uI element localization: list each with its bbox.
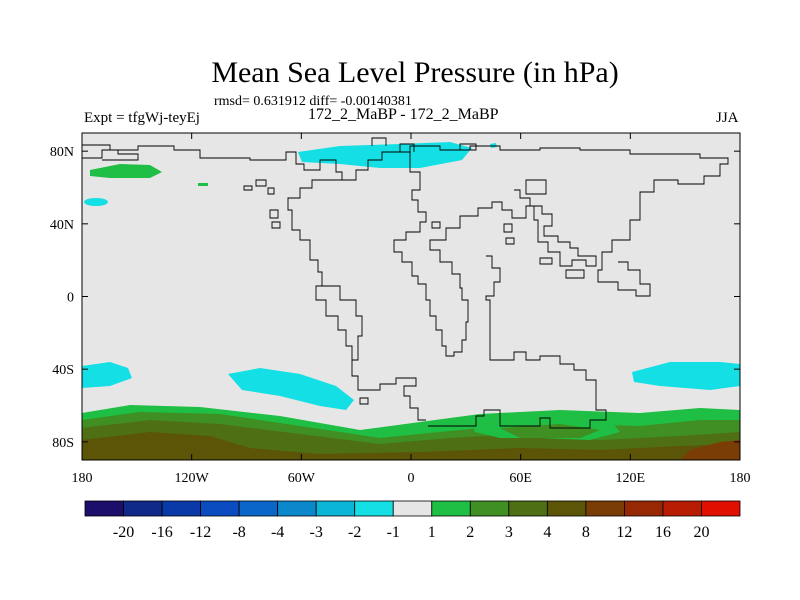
x-tick-label: 0	[408, 471, 415, 486]
colorbar-swatch	[585, 500, 625, 517]
colorbar-label: -3	[310, 524, 323, 541]
colorbar-swatch	[701, 500, 741, 517]
y-tick-label: 0	[67, 291, 74, 306]
colorbar-swatch	[662, 500, 702, 517]
x-tick-label: 180	[730, 471, 751, 486]
high-arctic-islands	[371, 137, 477, 152]
x-tick-label: 120W	[175, 471, 210, 486]
colorbar-swatch	[354, 500, 394, 517]
colorbar-swatch	[392, 500, 433, 517]
colorbar-label: -12	[190, 524, 211, 541]
greenland-coastline	[82, 149, 139, 161]
colorbar-swatch	[431, 500, 471, 517]
southern-pacific-negative	[228, 368, 354, 410]
small-positive-patch	[198, 183, 208, 186]
field-background	[82, 133, 740, 460]
colorbar-swatch	[277, 500, 317, 517]
colorbar-label: 16	[655, 524, 671, 541]
colorbar-label: 20	[693, 524, 709, 541]
southeast-asia-islands	[539, 257, 585, 279]
colorbar-label: -2	[348, 524, 361, 541]
north-pacific-positive	[90, 164, 162, 178]
colorbar-swatch	[546, 500, 587, 517]
colorbar-label: 1	[428, 524, 436, 541]
experiment-label: Expt = tfgWj-teyEj	[84, 110, 200, 126]
eurasia-coastline	[342, 145, 729, 297]
axis-ticks: 180 120W 60W 0 60E 120E 180 80N 40N 0 40S 80S	[50, 133, 751, 486]
colorbar-swatch	[508, 500, 548, 517]
colorbar-swatch	[238, 500, 279, 517]
mediterranean-islands	[431, 221, 515, 245]
colorbar-swatch	[161, 500, 201, 517]
colorbar-label: -4	[271, 524, 284, 541]
colorbar-label: 8	[582, 524, 590, 541]
season-label: JJA	[716, 110, 739, 126]
europe-africa-coastline	[393, 152, 597, 357]
colorbar-label: -16	[151, 524, 172, 541]
arctic-negative-anomaly	[298, 142, 472, 168]
x-tick-label: 120E	[616, 471, 646, 486]
colorbar-label: 3	[505, 524, 513, 541]
colorbar-label: 4	[543, 524, 551, 541]
arabia-coastline	[428, 255, 607, 429]
colorbar-label: 12	[616, 524, 632, 541]
colorbar-swatch	[624, 500, 664, 517]
difference-label: 172_2_MaBP - 172_2_MaBP	[308, 106, 499, 123]
north-pacific-negative	[84, 198, 108, 206]
north-pacific-islands	[243, 179, 281, 229]
south-america-east	[315, 285, 353, 360]
colorbar-swatch	[315, 500, 356, 517]
map-field	[82, 133, 740, 460]
x-tick-label: 180	[72, 471, 93, 486]
southern-band-8	[82, 432, 740, 460]
y-tick-label: 40S	[52, 363, 74, 378]
x-tick-label: 60E	[509, 471, 532, 486]
colorbar-swatch	[123, 500, 163, 517]
stats-text: rmsd= 0.631912 diff= -0.00140381	[214, 94, 412, 109]
colorbar-swatch	[84, 500, 124, 517]
americas-coastline	[82, 144, 426, 421]
x-tick-label: 60W	[288, 471, 316, 486]
asia-interior-lake	[525, 179, 547, 195]
colorbar-swatch	[469, 500, 510, 517]
colorbar-label: -1	[387, 524, 400, 541]
chart-title: Mean Sea Level Pressure (in hPa)	[211, 56, 619, 89]
colorbar: -20 -16 -12 -8 -4 -3 -2 -1 1 2 3 4 8 12 16 20	[84, 500, 741, 541]
y-tick-label: 40N	[50, 218, 74, 233]
south-atlantic-small-island	[359, 397, 369, 405]
southeast-pacific-negative	[632, 362, 740, 390]
southern-band-12	[680, 440, 740, 460]
colorbar-label: -8	[232, 524, 245, 541]
north-atlantic-negative	[490, 143, 497, 148]
southwest-pacific-negative	[82, 362, 132, 388]
colorbar-label: -20	[113, 524, 134, 541]
y-tick-label: 80N	[50, 145, 74, 160]
antarctic-darkgreen-bulge	[500, 424, 600, 438]
colorbar-label: 2	[466, 524, 474, 541]
y-tick-label: 80S	[52, 436, 74, 451]
colorbar-swatch	[200, 500, 240, 517]
